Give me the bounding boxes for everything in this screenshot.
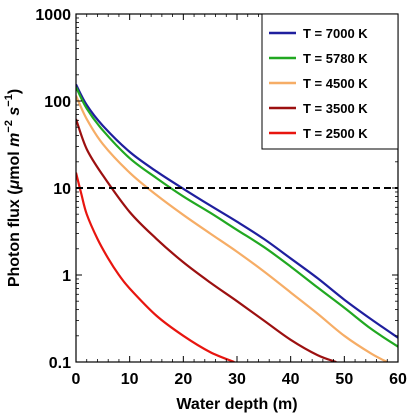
y-tick-label: 1 (62, 268, 71, 285)
series-line-4 (76, 118, 337, 362)
x-tick-label: 30 (228, 371, 246, 388)
x-axis-ticks: 0 10 20 30 40 50 60 (72, 14, 407, 388)
legend-label: T = 2500 K (303, 126, 368, 141)
series-layer (76, 83, 398, 362)
series-line-3 (76, 95, 388, 362)
y-tick-label: 1000 (35, 7, 71, 24)
x-tick-label: 20 (174, 371, 192, 388)
x-tick-label: 40 (282, 371, 300, 388)
series-line-5 (76, 172, 235, 362)
series-line-1 (76, 83, 398, 339)
legend-label: T = 4500 K (303, 76, 368, 91)
x-tick-label: 60 (389, 371, 407, 388)
legend-label: T = 7000 K (303, 26, 368, 41)
y-tick-label: 0.1 (49, 355, 71, 372)
legend-items: T = 7000 K T = 5780 K T = 4500 K T = 3500 K… (269, 26, 368, 141)
y-tick-label: 100 (44, 94, 71, 111)
legend: T = 7000 K T = 5780 K T = 4500 K T = 3500 K… (261, 13, 399, 150)
legend-label: T = 5780 K (303, 51, 368, 66)
legend-label: T = 3500 K (303, 101, 368, 116)
y-axis-title: Photon flux (μmol m−2 s−1) (3, 89, 23, 287)
x-tick-label: 10 (121, 371, 139, 388)
x-tick-label: 50 (335, 371, 353, 388)
series-line-2 (76, 86, 398, 348)
x-tick-label: 0 (72, 371, 81, 388)
legend-box (261, 13, 399, 150)
x-axis-title: Water depth (m) (176, 396, 297, 413)
y-tick-label: 10 (53, 181, 71, 198)
